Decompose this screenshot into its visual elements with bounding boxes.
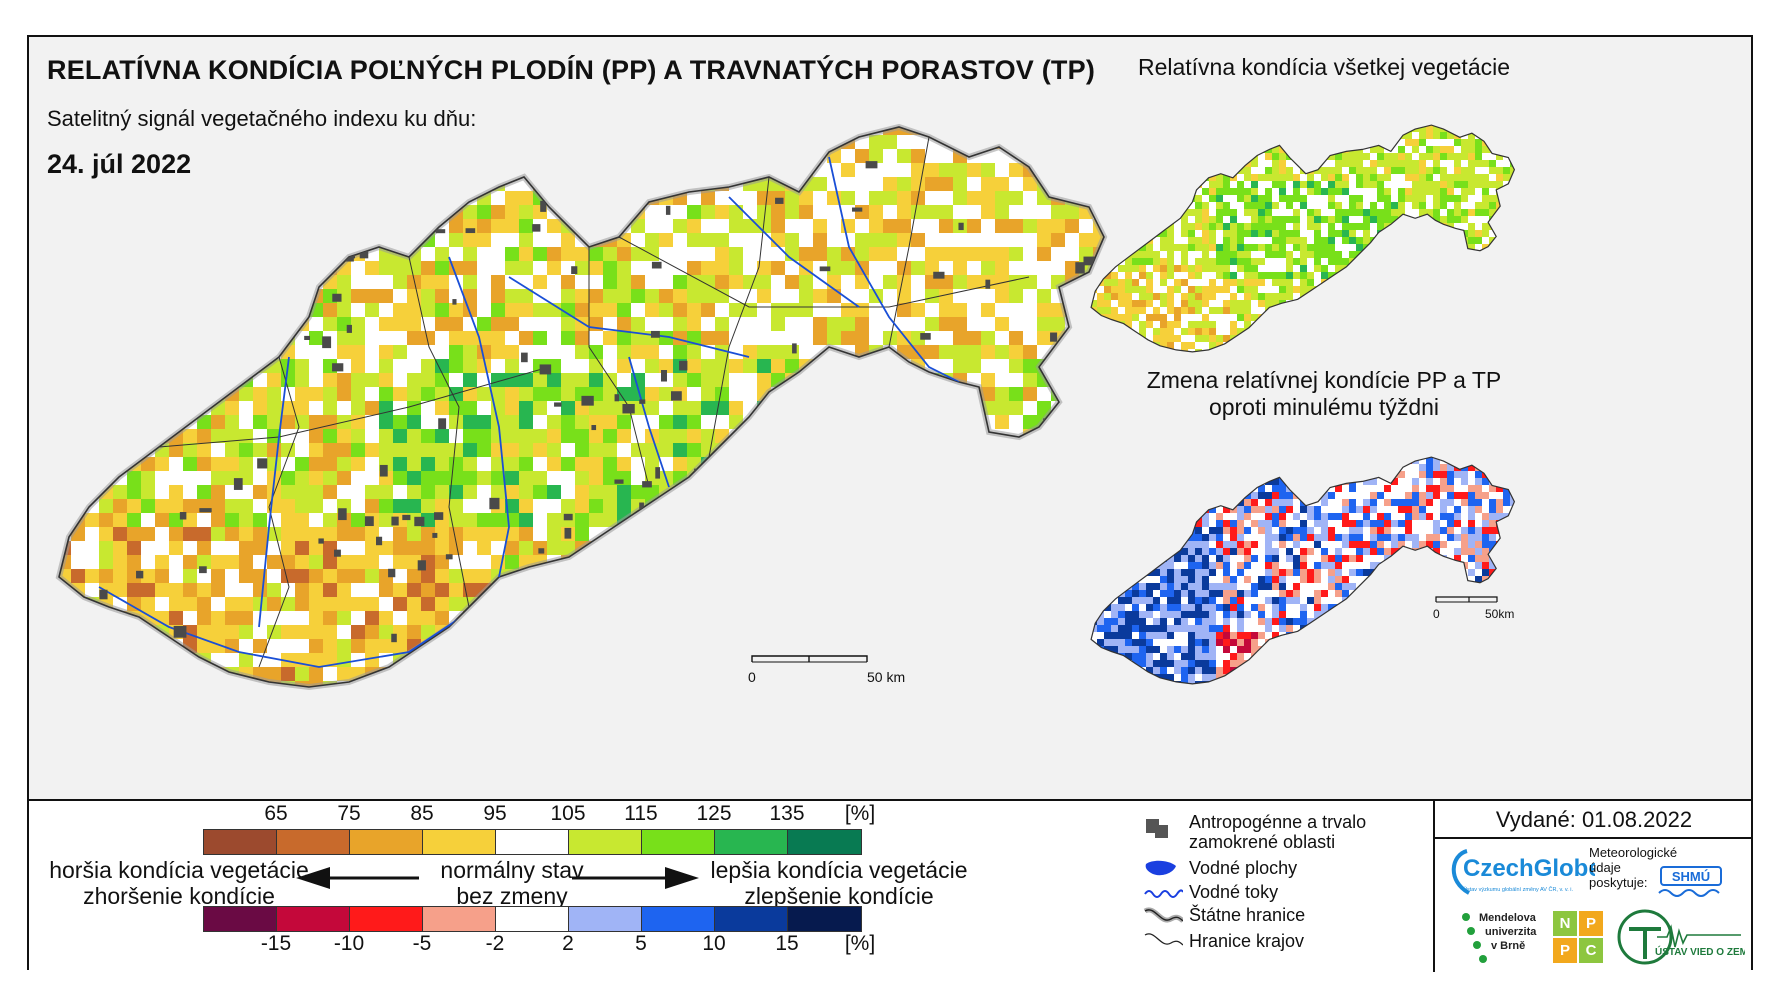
- mendel-line2: univerzita: [1485, 926, 1537, 938]
- right-arrow-icon: [572, 867, 699, 889]
- condition-tick: [%]: [844, 802, 876, 825]
- map-frame: RELATÍVNA KONDÍCIA POĽNÝCH PLODÍN (PP) A…: [27, 35, 1753, 972]
- legend-region-border: Hranice krajov: [1144, 931, 1304, 951]
- condition-tick: 135: [769, 802, 805, 825]
- all-vegetation-map: [1090, 124, 1516, 353]
- water-body-icon: [1145, 860, 1176, 876]
- change-swatch: [788, 907, 861, 931]
- river-icon: [1144, 889, 1183, 898]
- condition-swatch: [350, 830, 423, 854]
- nppc-letter: C: [1579, 938, 1603, 963]
- czechglobe-subtitle: Ústav výzkumu globální změny AV ČR, v. v…: [1463, 886, 1574, 893]
- condition-swatch: [788, 830, 861, 854]
- uvz-logo: ÚSTAV VIED O ZEMI: [1617, 909, 1745, 965]
- change-swatch: [496, 907, 569, 931]
- change-tick: -15: [260, 932, 292, 955]
- shmu-logo: SHMÚ: [1658, 866, 1722, 897]
- change-tick: 2: [562, 932, 574, 955]
- better-label: lepšia kondícia vegetácie zlepšenie kondí…: [710, 857, 968, 909]
- condition-tick: 85: [410, 802, 434, 825]
- small-scalebar-start: 0: [1433, 607, 1440, 621]
- condition-swatch: [642, 830, 715, 854]
- legend-water-bodies: Vodné plochy: [1145, 858, 1297, 878]
- weekly-change-map: 0 50km: [1090, 456, 1516, 685]
- region-border-icon: [1144, 933, 1183, 946]
- condition-swatch: [277, 830, 350, 854]
- map-date: 24. júl 2022: [47, 149, 192, 179]
- nppc-letter: P: [1553, 938, 1577, 963]
- condition-tick: 95: [483, 802, 507, 825]
- mendel-line3: v Brně: [1491, 940, 1525, 952]
- map-title: RELATÍVNA KONDÍCIA POĽNÝCH PLODÍN (PP) A…: [47, 55, 1096, 85]
- condition-tick: 75: [337, 802, 361, 825]
- condition-tick: 115: [624, 802, 658, 825]
- condition-swatch: [204, 830, 277, 854]
- left-arrow-icon: [296, 867, 419, 889]
- condition-tick: 125: [696, 802, 732, 825]
- change-tick: -10: [333, 932, 365, 955]
- legend-rivers: Vodné toky: [1144, 882, 1278, 902]
- direction-arrows: [296, 867, 699, 889]
- publish-box: Vydané: 01.08.2022 CzechGlobe Ústav výzk…: [1433, 801, 1753, 972]
- small-scalebar-end: 50km: [1485, 607, 1514, 621]
- condition-color-ramp: [203, 829, 862, 855]
- change-tick: -2: [485, 932, 505, 955]
- worse-label: horšia kondícia vegetácie zhoršenie kondí…: [49, 857, 309, 909]
- change-tick: 15: [775, 932, 799, 955]
- mendel-university-logo: Mendelova univerzita v Brně: [1462, 912, 1537, 963]
- map-subtitle: Satelitný signál vegetačného indexu ku d…: [47, 106, 477, 131]
- change-swatch: [423, 907, 496, 931]
- small-scalebar: 0 50km: [1433, 596, 1514, 621]
- change-swatch: [569, 907, 642, 931]
- main-condition-map: 0 50 km: [29, 107, 1189, 797]
- legend-panel: 65 75 85 95 105 115 125 135 [%] horšia kondícia …: [29, 799, 1753, 972]
- change-tick: 5: [635, 932, 647, 955]
- main-scalebar-start: 0: [748, 669, 756, 685]
- nppc-letter: N: [1553, 911, 1577, 936]
- czechglobe-logo: CzechGlobe Ústav výzkumu globální změny …: [1451, 849, 1595, 895]
- condition-swatch: [715, 830, 788, 854]
- condition-tick: 65: [264, 802, 288, 825]
- change-tick: -5: [412, 932, 432, 955]
- change-swatch: [350, 907, 423, 931]
- change-tick: 10: [702, 932, 726, 955]
- publish-date: Vydané: 01.08.2022: [1495, 807, 1693, 832]
- change-color-ramp: [203, 906, 862, 932]
- shmu-name: SHMÚ: [1672, 869, 1710, 884]
- czechglobe-name: CzechGlobe: [1463, 855, 1595, 882]
- state-border-icon: [1143, 907, 1183, 923]
- condition-swatch: [496, 830, 569, 854]
- change-title-line2: oproti minulému týždni: [1208, 394, 1440, 420]
- change-swatch: [642, 907, 715, 931]
- legend-urban: Antropogénne a trvalo zamokrené oblasti: [1146, 812, 1366, 852]
- change-title-line1: Zmena relatívnej kondície PP a TP: [1146, 367, 1502, 393]
- condition-tick: 105: [550, 802, 586, 825]
- urban-area-icon: [1146, 819, 1168, 838]
- condition-swatch: [423, 830, 496, 854]
- change-swatch: [715, 907, 788, 931]
- legend-state-border: Štátne hranice: [1143, 905, 1305, 925]
- main-scalebar-end: 50 km: [867, 669, 905, 685]
- meteo-provider-label: Meteorologické údaje poskytuje:: [1589, 845, 1678, 890]
- condition-swatch: [569, 830, 642, 854]
- nppc-letter: P: [1579, 911, 1603, 936]
- uvz-name: ÚSTAV VIED O ZEMI: [1655, 945, 1745, 958]
- change-swatch: [204, 907, 277, 931]
- mendel-line1: Mendelova: [1479, 912, 1537, 924]
- change-tick: [%]: [844, 932, 876, 955]
- normal-label: normálny stav bez zmeny: [440, 857, 584, 909]
- main-scalebar: 0 50 km: [748, 655, 905, 685]
- all-vegetation-title: Relatívna kondícia všetkej vegetácie: [1137, 54, 1511, 80]
- change-swatch: [277, 907, 350, 931]
